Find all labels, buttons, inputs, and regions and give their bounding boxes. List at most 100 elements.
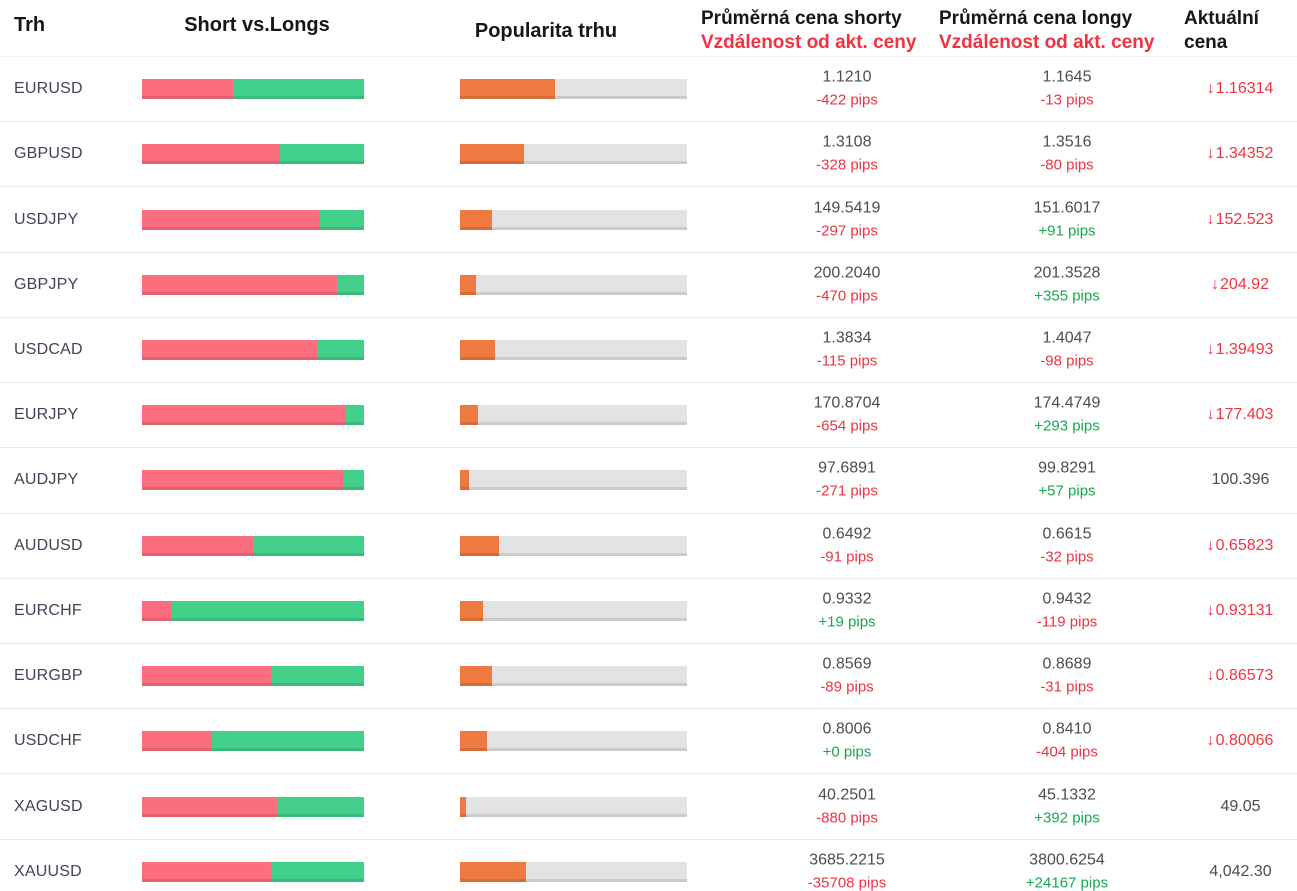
short-vs-long-bar xyxy=(142,535,364,556)
symbol-label[interactable]: XAGUSD xyxy=(14,797,83,815)
table-row[interactable]: EURCHF 0.9332 +19 pips 0.9432 -119 pips … xyxy=(0,577,1297,643)
symbol-label[interactable]: GBPUSD xyxy=(14,145,83,163)
current-price: 1.39493 xyxy=(1215,340,1274,358)
header-current-price-line1: Aktuální xyxy=(1184,8,1259,29)
short-distance-pips: -115 pips xyxy=(816,352,878,370)
current-price-cell: 4,042.30 xyxy=(1183,863,1297,881)
short-price: 97.6891 xyxy=(818,459,876,477)
long-distance-pips: -98 pips xyxy=(1040,352,1094,370)
long-price: 151.6017 xyxy=(1033,199,1101,217)
short-vs-long-bar xyxy=(142,731,364,752)
short-vs-long-bar xyxy=(142,339,364,360)
symbol-label[interactable]: USDJPY xyxy=(14,210,79,228)
table-row[interactable]: GBPUSD 1.3108 -328 pips 1.3516 -80 pips … xyxy=(0,121,1297,187)
short-vs-long-bar xyxy=(142,209,364,230)
short-vs-long-bar xyxy=(142,79,364,100)
long-price-cell: 0.8689 -31 pips xyxy=(960,655,1174,698)
symbol-label[interactable]: EURUSD xyxy=(14,80,83,98)
short-bar-fill xyxy=(142,666,271,687)
short-price-cell: 0.9332 +19 pips xyxy=(740,589,954,632)
long-price-cell: 0.6615 -32 pips xyxy=(960,524,1174,567)
short-vs-long-bar xyxy=(142,274,364,295)
short-price: 200.2040 xyxy=(813,264,881,282)
current-price: 100.396 xyxy=(1211,471,1270,489)
down-arrow-icon: ↓ xyxy=(1211,275,1220,293)
current-price-cell: ↓1.16314 xyxy=(1183,80,1297,98)
symbol-label[interactable]: AUDUSD xyxy=(14,536,83,554)
popularity-bar xyxy=(460,274,687,295)
short-vs-long-bar xyxy=(142,666,364,687)
symbol-label[interactable]: EURGBP xyxy=(14,667,83,685)
short-bar-fill xyxy=(142,600,171,621)
table-row[interactable]: GBPJPY 200.2040 -470 pips 201.3528 +355 … xyxy=(0,251,1297,317)
short-distance-pips: -422 pips xyxy=(816,91,878,109)
table-row[interactable]: XAUUSD 3685.2215 -35708 pips 3800.6254 +… xyxy=(0,838,1297,891)
long-price: 1.3516 xyxy=(1042,133,1092,151)
long-distance-pips: +24167 pips xyxy=(1025,874,1109,891)
current-price: 0.86573 xyxy=(1215,667,1274,685)
short-price: 0.6492 xyxy=(822,525,872,543)
popularity-bar-fill xyxy=(460,144,524,165)
short-price-cell: 0.8569 -89 pips xyxy=(740,655,954,698)
symbol-label[interactable]: AUDJPY xyxy=(14,471,79,489)
header-avg-short-price: Průměrná cena shorty Vzdálenost od akt. … xyxy=(701,7,937,55)
popularity-bar xyxy=(460,470,687,491)
short-distance-pips: -35708 pips xyxy=(807,874,887,891)
symbol-label[interactable]: EURJPY xyxy=(14,406,79,424)
current-price-cell: 100.396 xyxy=(1183,471,1297,489)
current-price: 152.523 xyxy=(1215,210,1274,228)
table-row[interactable]: EURGBP 0.8569 -89 pips 0.8689 -31 pips ↓… xyxy=(0,642,1297,709)
long-distance-pips: +293 pips xyxy=(1034,417,1100,435)
symbol-label[interactable]: GBPJPY xyxy=(14,275,79,293)
short-price-cell: 1.1210 -422 pips xyxy=(740,68,954,111)
header-market: Trh xyxy=(14,14,46,36)
table-row[interactable]: EURJPY 170.8704 -654 pips 174.4749 +293 … xyxy=(0,382,1297,448)
short-vs-long-bar xyxy=(142,861,364,882)
short-distance-pips: -91 pips xyxy=(820,548,874,566)
short-bar-fill xyxy=(142,731,211,752)
short-price-cell: 170.8704 -654 pips xyxy=(740,394,954,437)
current-price: 0.93131 xyxy=(1215,601,1274,619)
current-price: 0.80066 xyxy=(1215,732,1274,750)
popularity-bar xyxy=(460,144,687,165)
short-bar-fill xyxy=(142,470,345,491)
header-long-distance-line2: Vzdálenost od akt. ceny xyxy=(939,32,1155,53)
long-price: 0.6615 xyxy=(1042,525,1092,543)
short-price: 0.8569 xyxy=(822,655,872,673)
down-arrow-icon: ↓ xyxy=(1206,80,1215,98)
table-row[interactable]: USDCHF 0.8006 +0 pips 0.8410 -404 pips ↓… xyxy=(0,708,1297,774)
table-row[interactable]: EURUSD 1.1210 -422 pips 1.1645 -13 pips … xyxy=(0,56,1297,122)
header-avg-long-price: Průměrná cena longy Vzdálenost od akt. c… xyxy=(939,7,1175,55)
current-price-cell: ↓204.92 xyxy=(1183,276,1297,294)
current-price-cell: ↓0.80066 xyxy=(1183,732,1297,750)
long-price-cell: 1.1645 -13 pips xyxy=(960,68,1174,111)
header-current-price-line2: cena xyxy=(1184,32,1228,53)
short-distance-pips: -654 pips xyxy=(816,417,878,435)
long-price: 201.3528 xyxy=(1033,264,1101,282)
current-price-cell: ↓0.93131 xyxy=(1183,602,1297,620)
short-price: 0.8006 xyxy=(822,720,872,738)
symbol-label[interactable]: USDCAD xyxy=(14,340,83,358)
short-bar-fill xyxy=(142,274,338,295)
short-price-cell: 3685.2215 -35708 pips xyxy=(740,850,954,891)
symbol-label[interactable]: EURCHF xyxy=(14,601,82,619)
short-bar-fill xyxy=(142,209,320,230)
long-distance-pips: -404 pips xyxy=(1036,743,1098,761)
short-price: 3685.2215 xyxy=(809,851,885,869)
table-row[interactable]: XAGUSD 40.2501 -880 pips 45.1332 +392 pi… xyxy=(0,773,1297,839)
short-vs-long-bar xyxy=(142,470,364,491)
short-bar-fill xyxy=(142,535,253,556)
short-price: 170.8704 xyxy=(813,394,881,412)
popularity-bar-fill xyxy=(460,861,526,882)
table-row[interactable]: AUDUSD 0.6492 -91 pips 0.6615 -32 pips ↓… xyxy=(0,512,1297,578)
symbol-label[interactable]: XAUUSD xyxy=(14,862,82,880)
long-price: 45.1332 xyxy=(1038,786,1096,804)
symbol-label[interactable]: USDCHF xyxy=(14,732,82,750)
table-row[interactable]: USDCAD 1.3834 -115 pips 1.4047 -98 pips … xyxy=(0,316,1297,383)
short-distance-pips: -328 pips xyxy=(816,156,878,174)
table-row[interactable]: AUDJPY 97.6891 -271 pips 99.8291 +57 pip… xyxy=(0,447,1297,513)
table-row[interactable]: USDJPY 149.5419 -297 pips 151.6017 +91 p… xyxy=(0,186,1297,252)
long-price-cell: 0.9432 -119 pips xyxy=(960,589,1174,632)
current-price-cell: 49.05 xyxy=(1183,798,1297,816)
current-price: 1.34352 xyxy=(1215,145,1274,163)
